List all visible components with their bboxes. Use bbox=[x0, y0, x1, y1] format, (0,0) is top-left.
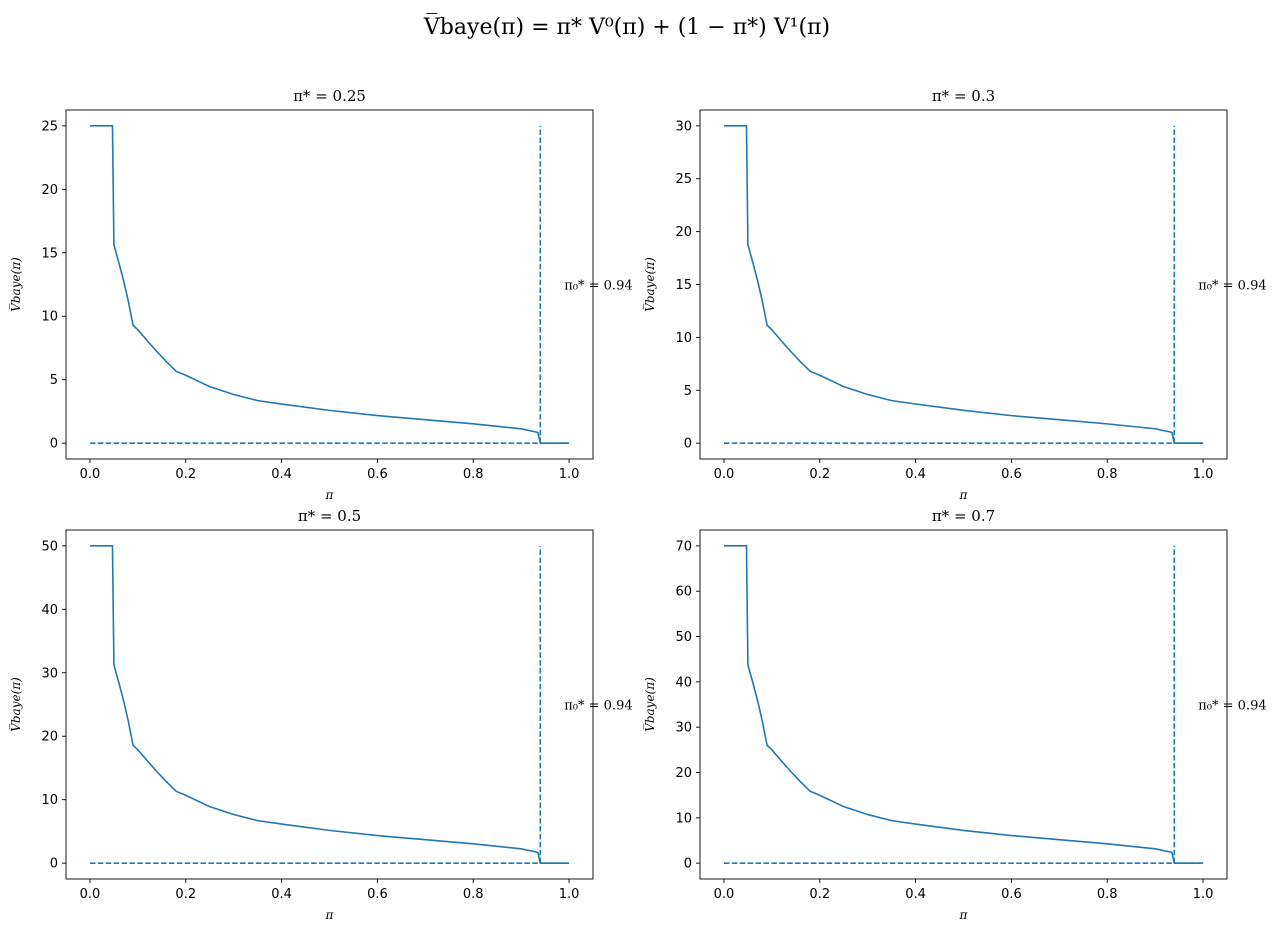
axes-frame bbox=[699, 109, 1228, 460]
value-curve bbox=[89, 125, 570, 444]
y-tick-label: 15 bbox=[41, 246, 58, 261]
x-tick-label: 1.0 bbox=[559, 467, 580, 482]
x-tick-label: 1.0 bbox=[1193, 887, 1214, 902]
x-tick-label: 0.8 bbox=[1097, 467, 1118, 482]
axes-frame bbox=[65, 529, 594, 880]
figure-title: V̅baye(π) = π* V⁰(π) + (1 − π*) V¹(π) bbox=[423, 13, 830, 40]
value-curve bbox=[89, 545, 570, 864]
x-axis-label: π bbox=[959, 908, 969, 922]
subplot-4: π* = 0.7 0.0 0.2 0.4 0.6 0.8 1.0 0 10 20 30 40 50 60 7… bbox=[642, 507, 1267, 922]
y-tick-label: 15 bbox=[675, 278, 692, 293]
y-tick-label: 20 bbox=[41, 183, 58, 198]
x-tick-label: 0.4 bbox=[271, 467, 292, 482]
subplot-title: π* = 0.5 bbox=[298, 507, 361, 525]
x-tick-label: 0.4 bbox=[271, 887, 292, 902]
y-tick-label: 50 bbox=[675, 630, 692, 645]
x-tick-label: 0.0 bbox=[714, 467, 735, 482]
y-tick-label: 0 bbox=[684, 857, 692, 872]
x-tick-label: 0.2 bbox=[809, 887, 830, 902]
value-curve bbox=[723, 545, 1204, 864]
threshold-annotation: π₀* = 0.94 bbox=[1198, 699, 1266, 714]
y-tick-label: 50 bbox=[41, 539, 58, 554]
subplot-3: π* = 0.5 0.0 0.2 0.4 0.6 0.8 1.0 0 10 20 30 40 50 π V̅… bbox=[8, 507, 633, 922]
threshold-annotation: π₀* = 0.94 bbox=[564, 279, 632, 294]
x-tick-label: 1.0 bbox=[1193, 467, 1214, 482]
y-tick-label: 0 bbox=[50, 437, 58, 452]
y-tick-label: 20 bbox=[675, 225, 692, 240]
y-tick-label: 30 bbox=[41, 666, 58, 681]
subplot-1: π* = 0.25 0.0 0.2 0.4 0.6 0.8 1.0 0 5 10 15 20 25 π V̅… bbox=[8, 87, 633, 502]
axes-frame bbox=[699, 529, 1228, 880]
x-tick-label: 0.6 bbox=[367, 467, 388, 482]
x-tick-label: 0.8 bbox=[463, 467, 484, 482]
x-axis-label: π bbox=[325, 908, 335, 922]
y-tick-label: 0 bbox=[50, 857, 58, 872]
y-tick-label: 60 bbox=[675, 585, 692, 600]
y-tick-label: 5 bbox=[684, 384, 692, 399]
value-curve bbox=[723, 125, 1204, 444]
y-tick-label: 5 bbox=[50, 373, 58, 388]
y-tick-label: 10 bbox=[41, 793, 58, 808]
y-tick-label: 30 bbox=[675, 119, 692, 134]
x-tick-label: 0.4 bbox=[905, 887, 926, 902]
threshold-annotation: π₀* = 0.94 bbox=[1198, 279, 1266, 294]
x-tick-label: 0.6 bbox=[1001, 467, 1022, 482]
subplot-title: π* = 0.7 bbox=[932, 507, 995, 525]
x-axis-label: π bbox=[959, 488, 969, 502]
y-tick-label: 30 bbox=[675, 721, 692, 736]
y-axis-label: V̅baye(π) bbox=[642, 677, 657, 732]
y-tick-label: 70 bbox=[675, 539, 692, 554]
subplot-title: π* = 0.25 bbox=[293, 87, 366, 105]
x-tick-label: 0.8 bbox=[463, 887, 484, 902]
y-tick-label: 40 bbox=[675, 675, 692, 690]
y-tick-label: 10 bbox=[675, 331, 692, 346]
x-tick-label: 0.4 bbox=[905, 467, 926, 482]
x-tick-label: 0.0 bbox=[714, 887, 735, 902]
x-tick-label: 0.2 bbox=[809, 467, 830, 482]
threshold-annotation: π₀* = 0.94 bbox=[564, 699, 632, 714]
x-tick-label: 0.0 bbox=[80, 887, 101, 902]
x-tick-label: 1.0 bbox=[559, 887, 580, 902]
subplot-title: π* = 0.3 bbox=[932, 87, 995, 105]
y-tick-label: 20 bbox=[675, 766, 692, 781]
y-tick-label: 0 bbox=[684, 437, 692, 452]
subplot-2: π* = 0.3 0.0 0.2 0.4 0.6 0.8 1.0 0 5 10 15 20 25 30 π V… bbox=[642, 87, 1267, 502]
x-tick-label: 0.6 bbox=[367, 887, 388, 902]
y-axis-label: V̅baye(π) bbox=[8, 677, 23, 732]
x-axis-label: π bbox=[325, 488, 335, 502]
y-tick-label: 25 bbox=[675, 172, 692, 187]
x-tick-label: 0.6 bbox=[1001, 887, 1022, 902]
x-tick-label: 0.2 bbox=[175, 887, 196, 902]
y-tick-label: 10 bbox=[675, 811, 692, 826]
y-tick-label: 20 bbox=[41, 730, 58, 745]
axes-frame bbox=[65, 109, 594, 460]
x-tick-label: 0.2 bbox=[175, 467, 196, 482]
subplot-grid: π* = 0.25 0.0 0.2 0.4 0.6 0.8 1.0 0 5 10 15 20 25 π V̅… bbox=[8, 87, 1267, 922]
y-axis-label: V̅baye(π) bbox=[8, 257, 23, 312]
x-tick-label: 0.8 bbox=[1097, 887, 1118, 902]
y-axis-label: V̅baye(π) bbox=[642, 257, 657, 312]
y-tick-label: 10 bbox=[41, 310, 58, 325]
y-tick-label: 40 bbox=[41, 603, 58, 618]
y-tick-label: 25 bbox=[41, 119, 58, 134]
x-tick-label: 0.0 bbox=[80, 467, 101, 482]
